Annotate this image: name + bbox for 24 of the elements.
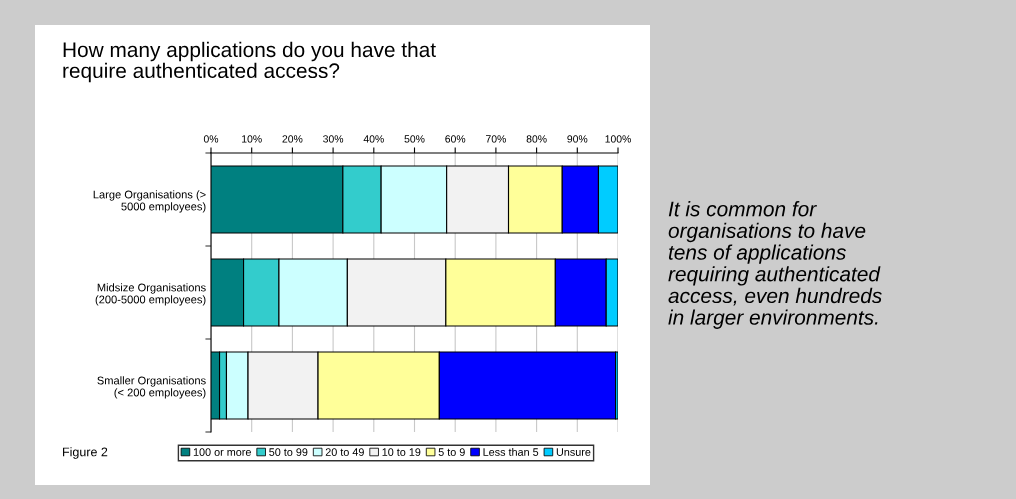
- legend-label: Less than 5: [483, 447, 539, 456]
- x-tick-label: 70%: [486, 135, 506, 143]
- legend-label: 10 to 19: [382, 448, 421, 456]
- caption: Figure 2: [63, 447, 108, 459]
- chart-title: How many applications do you have that require authenticated access?: [63, 41, 436, 83]
- legend-label: Unsure: [556, 448, 591, 456]
- y-tick-label: Large Organisations (> 5000 employees): [93, 190, 206, 213]
- legend-label: 20 to 49: [325, 448, 364, 456]
- legend-label: 5 to 9: [438, 448, 465, 456]
- x-tick-label: 80%: [526, 135, 547, 143]
- x-tick-label: 40%: [363, 135, 384, 143]
- x-tick-label: 30%: [323, 135, 344, 143]
- legend-label: 50 to 99: [269, 448, 308, 456]
- y-tick-label: Midsize Organisations (200-5000 employees): [95, 283, 206, 306]
- legend-label: 100 or more: [193, 448, 251, 456]
- x-tick-label: 0%: [203, 135, 219, 143]
- x-tick-label: 90%: [567, 135, 588, 143]
- x-tick-label: 20%: [282, 135, 303, 143]
- x-tick-label: 60%: [445, 135, 466, 143]
- y-tick-label: Smaller Organisations (< 200 employees): [97, 376, 206, 399]
- x-tick-label: 50%: [404, 135, 425, 143]
- x-tick-label: 10%: [242, 135, 262, 143]
- x-tick-label: 100%: [605, 135, 631, 143]
- text: It is common for organisations to have tens of applications requiring authenticated access, even hundreds in larger environments.: [668, 201, 882, 329]
